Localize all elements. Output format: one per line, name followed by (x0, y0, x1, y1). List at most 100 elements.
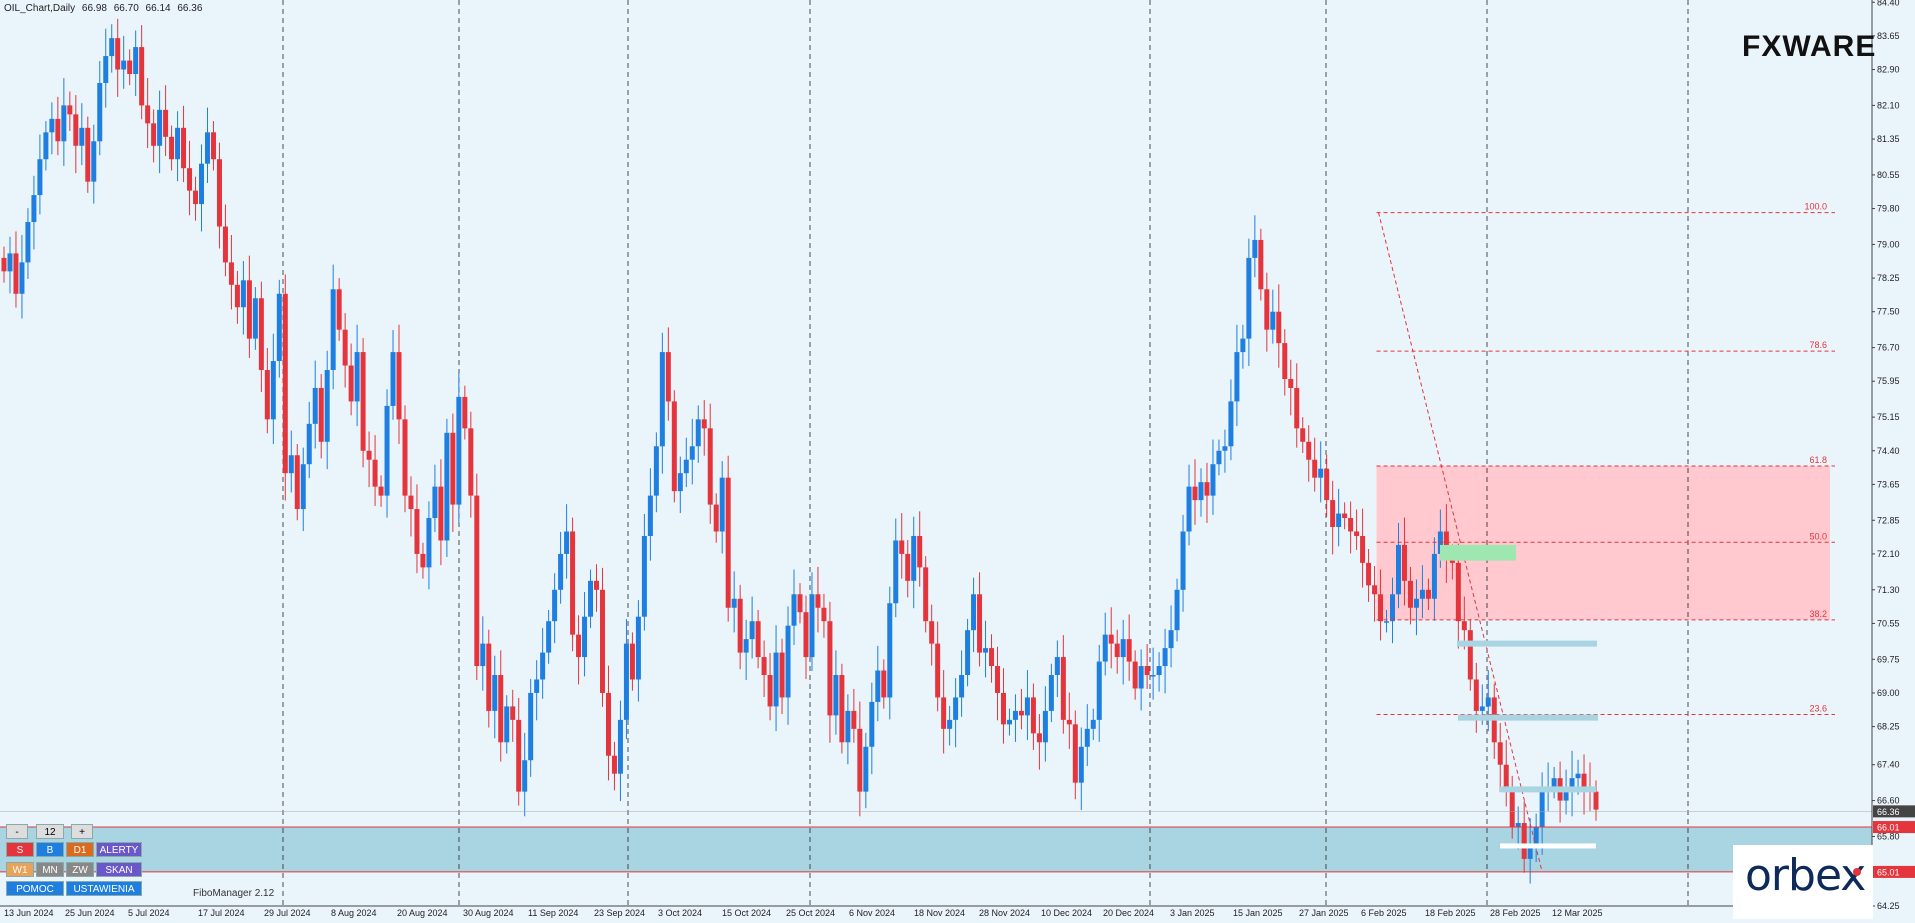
candle-body (1024, 697, 1030, 716)
candle-body (516, 719, 522, 792)
candle-body (797, 594, 803, 613)
candle-body (677, 473, 683, 492)
w1-button[interactable]: W1 (6, 862, 34, 877)
candle-body (1138, 666, 1144, 689)
candle-body (252, 298, 258, 339)
candle-body (348, 365, 354, 402)
orbex-logo-box (1733, 845, 1873, 919)
candle-body (1336, 513, 1342, 528)
candle-body (731, 598, 737, 608)
candle-body (79, 127, 85, 146)
candle-body (749, 621, 755, 640)
candle-body (582, 616, 588, 658)
candle-body (408, 495, 414, 510)
y-tick-label: 71.30 (1877, 585, 1900, 595)
candle-body (1006, 719, 1012, 725)
candle-body (1234, 352, 1240, 402)
candle-body (971, 594, 977, 631)
candle-body (1276, 311, 1282, 344)
y-tick-label: 84.40 (1877, 0, 1900, 7)
candle-body (1030, 697, 1036, 734)
candle-body (222, 226, 228, 263)
y-tick-label: 74.40 (1877, 446, 1900, 456)
y-tick-label: 75.95 (1877, 376, 1900, 386)
scan-button[interactable]: SKAN (96, 862, 142, 877)
candle-body (1384, 621, 1390, 623)
candle-body (13, 253, 19, 294)
candle-body (851, 710, 857, 729)
price-tag-label: 66.01 (1877, 823, 1900, 833)
help-button[interactable]: POMOC (6, 881, 64, 896)
y-tick-label: 80.55 (1877, 170, 1900, 180)
chart-title: OIL_Chart,Daily 66.98 66.70 66.14 66.36 (4, 3, 206, 14)
candle-body (115, 38, 121, 70)
candle-body (1294, 387, 1300, 429)
candle-body (444, 432, 450, 541)
y-tick-label: 82.90 (1877, 65, 1900, 75)
candle-body (49, 118, 55, 133)
candle-body (522, 760, 528, 792)
candle-body (707, 428, 713, 505)
candle-body (1084, 728, 1090, 747)
price-tag-label: 65.01 (1877, 867, 1900, 877)
level-marker-2 (1500, 786, 1596, 793)
candle-body (199, 163, 205, 205)
candle-body (1461, 621, 1467, 631)
sell-button[interactable]: S (6, 842, 34, 857)
level-marker-white (1500, 843, 1596, 849)
candle-body (911, 535, 917, 581)
candle-body (366, 450, 372, 460)
settings-button[interactable]: USTAWIENIA (66, 881, 142, 896)
candle-body (947, 719, 953, 729)
candle-body (1575, 773, 1581, 779)
alerts-button[interactable]: ALERTY (96, 842, 142, 857)
candle-body (1012, 710, 1018, 720)
candle-body (1431, 553, 1437, 599)
candle-body (1054, 657, 1060, 676)
candle-body (1270, 311, 1276, 330)
y-tick-label: 82.10 (1877, 100, 1900, 110)
x-tick-label: 15 Oct 2024 (722, 908, 771, 918)
ohlc-high: 66.70 (113, 3, 139, 14)
candle-body (1509, 787, 1515, 828)
candle-body (689, 446, 695, 460)
mn-button[interactable]: MN (36, 862, 64, 877)
candle-body (1581, 773, 1587, 788)
candle-body (240, 280, 246, 308)
candle-body (1114, 643, 1120, 658)
y-tick-label: 81.35 (1877, 134, 1900, 144)
candle-body (37, 159, 43, 196)
candle-body (133, 47, 139, 75)
candle-body (1000, 692, 1006, 725)
candle-body (588, 580, 594, 617)
candle-body (1036, 733, 1042, 743)
candle-body (713, 504, 719, 532)
candle-body (438, 486, 444, 541)
candle-body (402, 419, 408, 496)
d1-button[interactable]: D1 (66, 842, 94, 857)
y-tick-label: 83.65 (1877, 31, 1900, 41)
fib-level-label: 50.0 (1809, 531, 1827, 541)
candle-body (1144, 666, 1150, 676)
buy-button[interactable]: B (36, 842, 64, 857)
candle-body (360, 352, 366, 451)
candle-body (785, 625, 791, 698)
candle-body (1569, 778, 1575, 792)
candle-body (875, 670, 881, 702)
increase-button[interactable]: + (71, 824, 93, 839)
ohlc-close: 66.36 (177, 3, 203, 14)
candle-body (653, 446, 659, 496)
x-tick-label: 5 Jul 2024 (128, 908, 170, 918)
candle-body (570, 531, 576, 635)
candle-body (204, 132, 210, 164)
decrease-button[interactable]: - (6, 824, 28, 839)
zw-button[interactable]: ZW (66, 862, 94, 877)
candle-body (378, 486, 384, 496)
candle-body (426, 518, 432, 568)
y-tick-label: 67.40 (1877, 760, 1900, 770)
candle-body (629, 643, 635, 680)
candle-body (893, 540, 899, 604)
candle-body (833, 675, 839, 716)
count-field[interactable]: 12 (36, 824, 64, 839)
